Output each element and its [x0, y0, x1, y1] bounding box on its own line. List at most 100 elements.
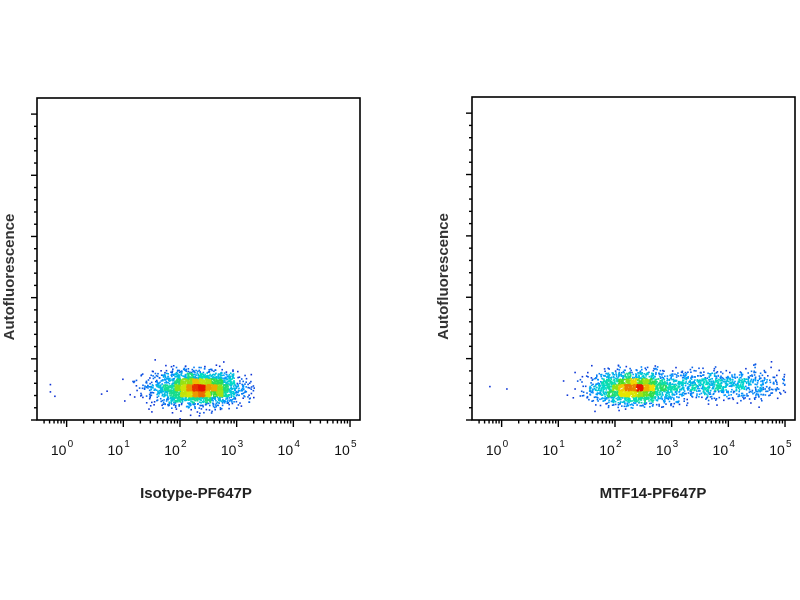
scatter-point	[629, 375, 632, 377]
scatter-point	[189, 378, 192, 381]
y-axis-title: Autofluorescence	[435, 213, 452, 340]
scatter-point	[611, 394, 614, 396]
scatter-point	[247, 383, 249, 386]
scatter-point	[224, 400, 226, 402]
scatter-point	[720, 390, 722, 392]
scatter-point	[721, 372, 724, 375]
scatter-point	[217, 377, 220, 380]
scatter-point	[711, 372, 713, 374]
scatter-point	[176, 384, 178, 386]
scatter-point	[628, 377, 630, 380]
scatter-point	[634, 376, 636, 379]
scatter-point	[175, 389, 178, 392]
scatter-point	[590, 384, 593, 387]
scatter-point	[702, 384, 704, 386]
scatter-point	[186, 384, 189, 387]
scatter-point	[612, 389, 614, 391]
scatter-point	[175, 408, 178, 410]
scatter-point	[253, 387, 255, 389]
scatter-point	[715, 387, 718, 389]
scatter-point	[199, 386, 202, 389]
scatter-point	[201, 376, 203, 378]
scatter-point	[704, 387, 707, 389]
scatter-point	[727, 375, 729, 378]
scatter-point	[646, 366, 649, 369]
scatter-point	[653, 391, 656, 394]
scatter-point	[206, 398, 209, 401]
scatter-point	[135, 379, 138, 382]
scatter-point	[776, 381, 778, 384]
scatter-point	[604, 380, 607, 382]
scatter-point	[650, 376, 653, 379]
scatter-point	[208, 392, 211, 394]
scatter-point	[202, 388, 205, 390]
scatter-point	[643, 379, 645, 382]
scatter-point	[687, 386, 689, 388]
scatter-point	[678, 380, 681, 383]
scatter-point	[187, 373, 189, 375]
scatter-point	[160, 400, 162, 403]
scatter-point	[581, 375, 584, 378]
scatter-point	[193, 384, 196, 386]
scatter-point	[639, 383, 641, 385]
scatter-point	[644, 400, 646, 402]
scatter-point	[652, 376, 655, 379]
scatter-point	[202, 374, 205, 377]
scatter-point	[714, 366, 717, 368]
scatter-point	[160, 384, 162, 386]
scatter-point	[205, 389, 207, 391]
scatter-point	[643, 373, 645, 375]
scatter-point	[194, 406, 196, 408]
scatter-point	[174, 384, 176, 386]
scatter-point	[173, 403, 176, 406]
scatter-point	[702, 382, 705, 385]
scatter-point	[184, 365, 187, 367]
scatter-point	[653, 393, 655, 395]
scatter-point	[198, 397, 200, 399]
scatter-point	[236, 394, 238, 396]
scatter-point	[216, 393, 218, 395]
scatter-point	[776, 387, 779, 389]
scatter-point	[195, 387, 198, 390]
scatter-point	[731, 375, 733, 378]
scatter-point	[618, 383, 621, 385]
scatter-point	[698, 380, 700, 382]
scatter-point	[195, 398, 198, 401]
scatter-point	[192, 388, 194, 391]
scatter-point	[145, 382, 148, 384]
scatter-point	[649, 395, 652, 397]
x-tick-label: 10	[543, 442, 559, 458]
scatter-point	[638, 401, 640, 403]
scatter-point	[242, 392, 245, 394]
scatter-point	[753, 364, 755, 366]
scatter-point	[178, 395, 180, 397]
scatter-point	[665, 389, 668, 392]
scatter-point	[209, 380, 212, 382]
scatter-point	[703, 379, 705, 381]
scatter-point	[610, 381, 612, 384]
scatter-point	[608, 394, 610, 397]
scatter-point	[612, 373, 614, 376]
x-tick-exponent: 4	[729, 439, 735, 450]
scatter-point	[624, 391, 626, 393]
scatter-point	[208, 395, 211, 398]
scatter-point	[179, 397, 181, 400]
scatter-point	[631, 400, 634, 402]
scatter-point	[632, 404, 634, 407]
scatter-point	[710, 373, 712, 375]
scatter-point	[222, 393, 225, 395]
scatter-point	[176, 379, 178, 382]
scatter-point	[671, 396, 673, 399]
scatter-point	[171, 389, 174, 392]
scatter-point	[643, 382, 645, 384]
scatter-point	[235, 392, 238, 394]
scatter-point	[715, 378, 717, 381]
scatter-point	[769, 381, 772, 384]
scatter-point	[228, 379, 230, 382]
scatter-point	[704, 378, 707, 380]
scatter-point	[585, 375, 588, 377]
scatter-point	[156, 375, 159, 378]
scatter-point	[218, 402, 220, 404]
scatter-point	[702, 378, 705, 380]
scatter-point	[691, 395, 693, 397]
